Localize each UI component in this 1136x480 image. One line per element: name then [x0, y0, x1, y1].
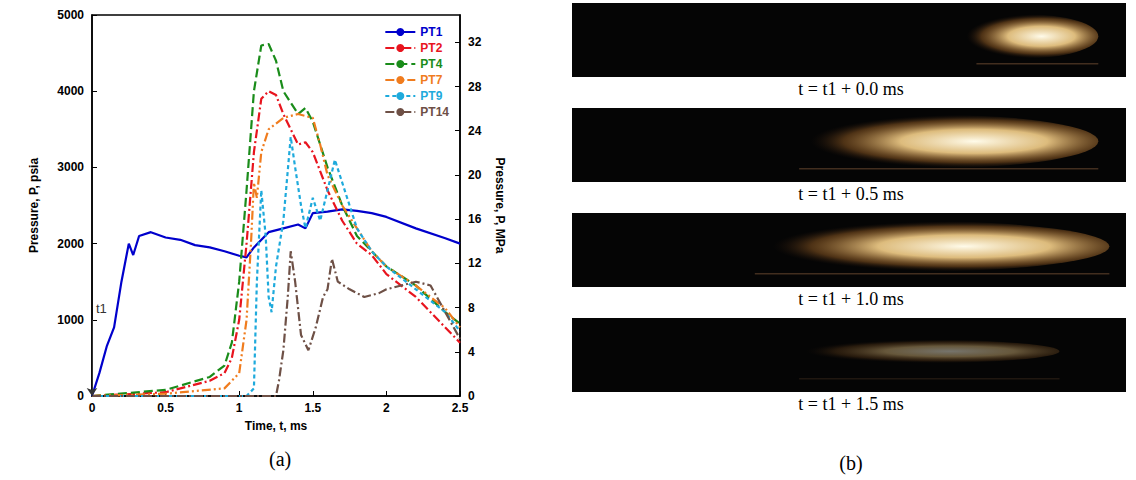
- svg-text:Pressure, P, psia: Pressure, P, psia: [27, 158, 41, 254]
- svg-text:28: 28: [468, 80, 482, 94]
- svg-text:2.5: 2.5: [452, 401, 469, 415]
- svg-text:1.5: 1.5: [304, 401, 321, 415]
- svg-text:0.5: 0.5: [157, 401, 174, 415]
- svg-text:24: 24: [468, 124, 482, 138]
- svg-text:PT14: PT14: [420, 105, 449, 119]
- svg-text:t = t1 + 0.5 ms: t = t1 + 0.5 ms: [798, 184, 903, 204]
- svg-text:32: 32: [468, 35, 482, 49]
- svg-text:2000: 2000: [57, 237, 84, 251]
- svg-text:Time, t, ms: Time, t, ms: [245, 419, 308, 433]
- svg-text:t = t1 + 1.5 ms: t = t1 + 1.5 ms: [798, 394, 903, 414]
- svg-text:PT4: PT4: [420, 57, 442, 71]
- svg-text:0: 0: [77, 389, 84, 403]
- svg-text:(b): (b): [839, 452, 862, 475]
- svg-text:1000: 1000: [57, 313, 84, 327]
- svg-text:2: 2: [383, 401, 390, 415]
- svg-text:5000: 5000: [57, 8, 84, 22]
- svg-text:0: 0: [468, 389, 475, 403]
- svg-text:(a): (a): [269, 448, 291, 471]
- svg-text:4000: 4000: [57, 84, 84, 98]
- svg-text:4: 4: [468, 345, 475, 359]
- svg-text:PT7: PT7: [420, 73, 442, 87]
- svg-text:1: 1: [236, 401, 243, 415]
- svg-text:12: 12: [468, 256, 482, 270]
- svg-text:PT1: PT1: [420, 25, 442, 39]
- svg-text:PT2: PT2: [420, 41, 442, 55]
- svg-text:t1: t1: [96, 301, 107, 316]
- svg-text:16: 16: [468, 212, 482, 226]
- svg-text:Pressure, P, MPa: Pressure, P, MPa: [493, 158, 507, 254]
- svg-text:PT9: PT9: [420, 89, 442, 103]
- svg-text:0: 0: [89, 401, 96, 415]
- svg-text:20: 20: [468, 168, 482, 182]
- svg-text:t = t1 + 0.0 ms: t = t1 + 0.0 ms: [798, 79, 903, 99]
- svg-text:3000: 3000: [57, 160, 84, 174]
- svg-text:t = t1 + 1.0 ms: t = t1 + 1.0 ms: [798, 289, 903, 309]
- svg-text:8: 8: [468, 301, 475, 315]
